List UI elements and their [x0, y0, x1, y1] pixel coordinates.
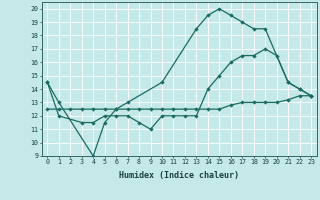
- X-axis label: Humidex (Indice chaleur): Humidex (Indice chaleur): [119, 171, 239, 180]
